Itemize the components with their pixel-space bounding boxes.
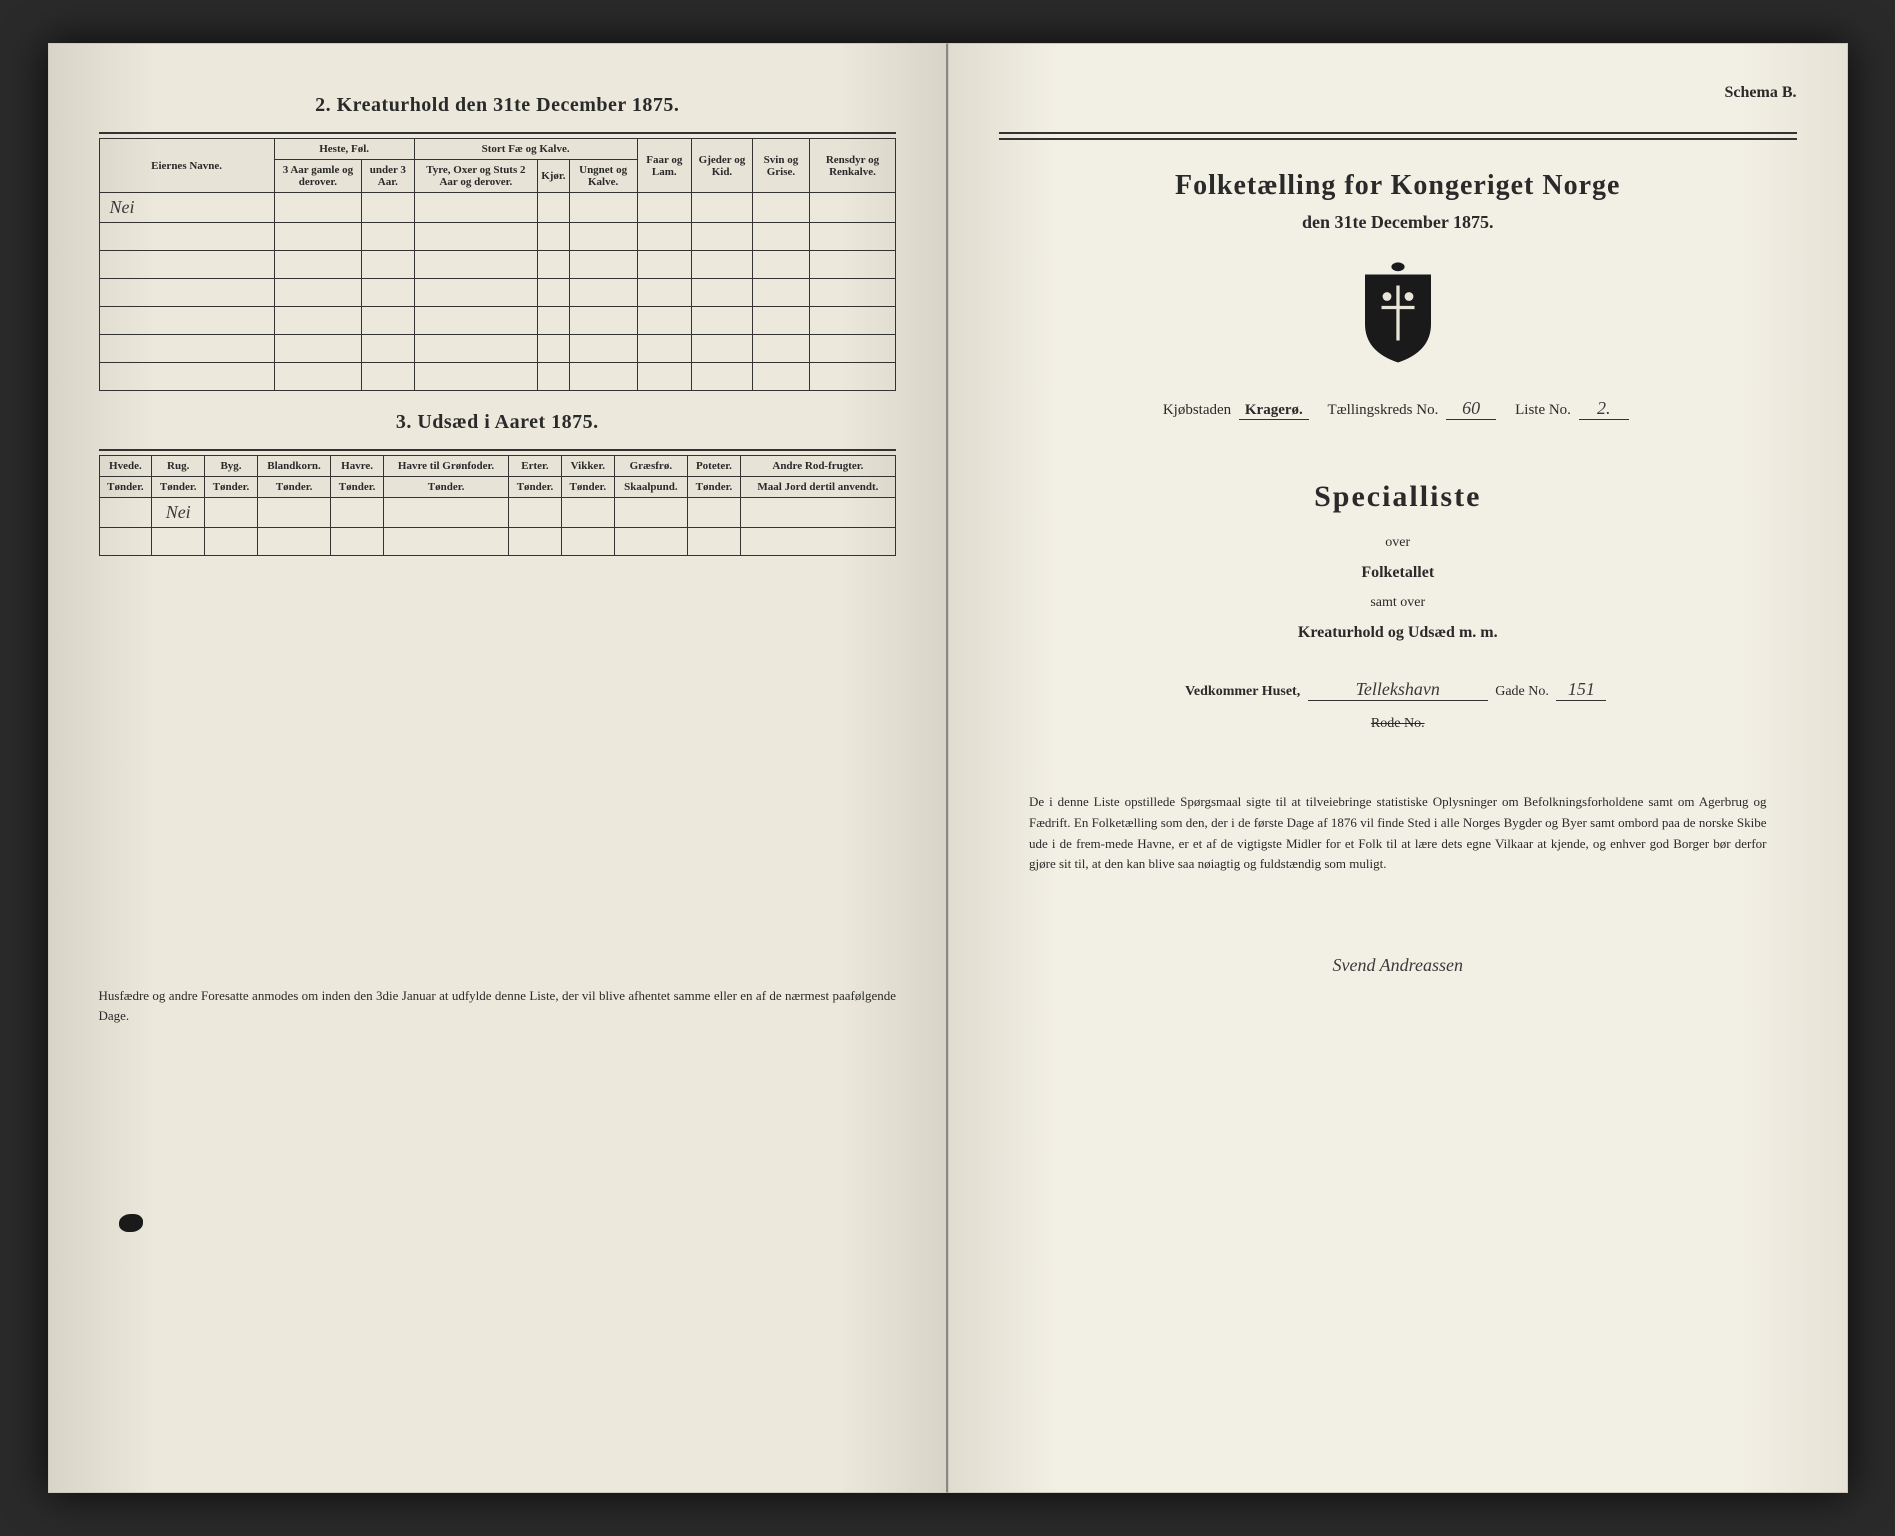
udsaed-table: Hvede. Rug. Byg. Blandkorn. Havre. Havre… (99, 455, 897, 556)
special-title: Specialliste (999, 480, 1797, 514)
signature: Svend Andreassen (999, 955, 1797, 976)
unit: Tønder. (383, 477, 508, 498)
city-value: Kragerø. (1239, 402, 1309, 420)
district-label: Tællingskreds No. (1328, 402, 1439, 418)
kreatur-label: Kreaturhold og Udsæd m. m. (999, 617, 1797, 649)
unit: Tønder. (205, 477, 258, 498)
col-erter: Erter. (509, 456, 562, 477)
col-stort-sub2: Kjør. (538, 160, 569, 193)
col-rug: Rug. (152, 456, 205, 477)
col-heste-sub2: under 3 Aar. (362, 160, 414, 193)
table-row (99, 363, 896, 391)
unit: Tønder. (509, 477, 562, 498)
huset-value: Tellekshavn (1308, 679, 1488, 701)
sub-title: den 31te December 1875. (999, 212, 1797, 233)
col-heste: Heste, Føl. (274, 139, 414, 160)
table-row (99, 251, 896, 279)
rode-line: Rode No. (999, 716, 1797, 732)
center-block: over Folketallet samt over Kreaturhold o… (999, 529, 1797, 649)
huset-line: Vedkommer Huset, Tellekshavn Gade No. 15… (999, 679, 1797, 701)
section2-title: 2. Kreaturhold den 31te December 1875. (99, 94, 897, 117)
unit: Maal Jord dertil anvendt. (740, 477, 895, 498)
gade-value: 151 (1556, 679, 1606, 701)
col-vikker: Vikker. (561, 456, 614, 477)
col-svin: Svin og Grise. (753, 139, 810, 193)
left-page: 2. Kreaturhold den 31te December 1875. E… (48, 43, 949, 1493)
unit: Tønder. (688, 477, 741, 498)
right-page: Schema B. Folketælling for Kongeriget No… (948, 43, 1848, 1493)
unit: Skaalpund. (614, 477, 687, 498)
unit: Tønder. (331, 477, 384, 498)
section3-title: 3. Udsæd i Aaret 1875. (99, 411, 897, 434)
table-row (99, 223, 896, 251)
census-book: 2. Kreaturhold den 31te December 1875. E… (48, 43, 1848, 1493)
coat-of-arms-icon (999, 258, 1797, 373)
col-eier: Eiernes Navne. (99, 139, 274, 193)
col-graesfro: Græsfrø. (614, 456, 687, 477)
table-row (99, 528, 896, 556)
col-rensdyr: Rensdyr og Renkalve. (809, 139, 895, 193)
unit: Tønder. (99, 477, 152, 498)
col-hvede: Hvede. (99, 456, 152, 477)
col-havre-gron: Havre til Grønfoder. (383, 456, 508, 477)
city-label: Kjøbstaden (1163, 402, 1231, 418)
body-text: De i denne Liste opstillede Spørgsmaal s… (999, 792, 1797, 875)
main-title: Folketælling for Kongeriget Norge (999, 170, 1797, 202)
col-gjeder: Gjeder og Kid. (691, 139, 752, 193)
list-label: Liste No. (1515, 402, 1571, 418)
gade-label: Gade No. (1495, 684, 1549, 699)
col-stort-sub3: Ungnet og Kalve. (569, 160, 637, 193)
footer-note: Husfædre og andre Foresatte anmodes om i… (99, 986, 897, 1025)
unit: Tønder. (257, 477, 330, 498)
ink-blot (119, 1214, 143, 1232)
unit: Tønder. (561, 477, 614, 498)
list-value: 2. (1579, 398, 1629, 420)
col-stort-sub1: Tyre, Oxer og Stuts 2 Aar og derover. (414, 160, 538, 193)
over-label: over (999, 529, 1797, 557)
entry-nei: Nei (99, 193, 274, 223)
col-heste-sub1: 3 Aar gamle og derover. (274, 160, 361, 193)
samt-over-label: samt over (999, 589, 1797, 617)
col-faar: Faar og Lam. (637, 139, 691, 193)
table-row (99, 335, 896, 363)
col-blandkorn: Blandkorn. (257, 456, 330, 477)
unit: Tønder. (152, 477, 205, 498)
rode-label: Rode No. (1371, 716, 1425, 731)
kreaturhold-table: Eiernes Navne. Heste, Føl. Stort Fæ og K… (99, 138, 897, 391)
col-havre: Havre. (331, 456, 384, 477)
folketallet-label: Folketallet (999, 557, 1797, 589)
table-row: Nei (99, 498, 896, 528)
table-row (99, 307, 896, 335)
entry-nei: Nei (152, 498, 205, 528)
location-line: Kjøbstaden Kragerø. Tællingskreds No. 60… (999, 398, 1797, 420)
table-row: Nei (99, 193, 896, 223)
table-row (99, 279, 896, 307)
col-andre: Andre Rod-frugter. (740, 456, 895, 477)
schema-label: Schema B. (999, 84, 1797, 102)
col-stort: Stort Fæ og Kalve. (414, 139, 637, 160)
col-poteter: Poteter. (688, 456, 741, 477)
col-byg: Byg. (205, 456, 258, 477)
district-value: 60 (1446, 398, 1496, 420)
huset-label: Vedkommer Huset, (1185, 684, 1300, 699)
